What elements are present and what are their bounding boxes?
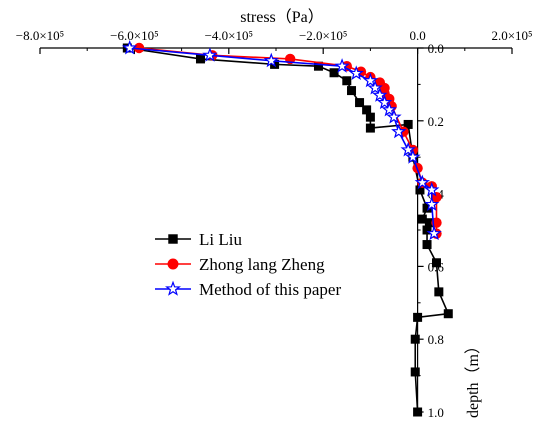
data-point	[313, 61, 323, 71]
series-square	[122, 43, 453, 417]
data-point	[422, 240, 432, 250]
x-tick-label: −4.0×10⁵	[205, 28, 253, 43]
x-axis-title: stress（Pa）	[240, 8, 324, 26]
y-tick-label: 0.8	[428, 332, 444, 347]
data-point	[422, 203, 432, 213]
legend-marker	[168, 234, 178, 244]
axes: −8.0×10⁵ −6.0×10⁵ −4.0×10⁵ −2.0×10⁵ 0.0 2.0×1…	[16, 8, 533, 420]
data-point	[391, 123, 407, 139]
series-star	[122, 39, 442, 241]
data-point	[426, 225, 442, 241]
data-point	[417, 214, 427, 224]
series-line	[139, 47, 438, 234]
data-point	[413, 407, 423, 417]
x-tick-label: 0.0	[409, 28, 425, 43]
legend-marker	[165, 280, 181, 296]
y-tick-label: 0.0	[428, 41, 444, 56]
data-point	[424, 181, 440, 197]
data-point	[362, 105, 372, 115]
data-point	[362, 72, 379, 88]
data-point	[422, 225, 432, 235]
legend-label: Zhong lang Zheng	[199, 255, 325, 274]
data-point	[342, 76, 352, 86]
data-point	[195, 54, 205, 64]
data-point	[443, 309, 453, 319]
series-line	[127, 47, 450, 413]
data-point	[133, 42, 145, 54]
data-point	[367, 79, 383, 95]
data-point	[386, 109, 402, 124]
data-point	[355, 98, 365, 108]
x-tick-label: 2.0×10⁵	[491, 28, 532, 43]
data-point	[348, 65, 364, 81]
data-point	[424, 218, 434, 228]
data-point	[410, 367, 420, 377]
data-point	[381, 101, 397, 117]
data-point	[263, 52, 279, 68]
series-layer	[122, 39, 453, 417]
data-point	[365, 112, 375, 122]
data-point	[334, 58, 350, 73]
y-axis-title: depth（m）	[464, 338, 482, 418]
data-point	[410, 334, 420, 344]
data-point	[431, 258, 441, 268]
legend-label: Li Liu	[199, 230, 242, 249]
legend-label: Method of this paper	[199, 280, 341, 299]
data-point	[414, 174, 430, 190]
data-point	[434, 287, 444, 297]
y-tick-label: 0.2	[428, 114, 444, 129]
data-point	[400, 141, 416, 157]
data-point	[347, 86, 357, 96]
data-point	[122, 39, 138, 55]
legend: Li Liu Zhong lang Zheng Method of this pap…	[155, 230, 341, 299]
data-point	[202, 47, 218, 62]
data-point	[405, 149, 421, 164]
y-tick-label: 1.0	[428, 405, 444, 420]
data-point	[413, 312, 423, 322]
data-point	[424, 196, 440, 212]
x-tick-label: −6.0×10⁵	[110, 28, 158, 43]
data-point	[415, 185, 425, 195]
series-line	[129, 47, 435, 234]
series-circle	[133, 42, 442, 239]
data-point	[376, 94, 393, 110]
data-point	[365, 123, 375, 133]
x-tick-label: −8.0×10⁵	[16, 28, 64, 43]
data-point	[403, 119, 413, 129]
legend-marker	[167, 258, 179, 270]
x-tick-label: −2.0×10⁵	[299, 28, 347, 43]
data-point	[372, 87, 388, 102]
data-point	[329, 68, 339, 78]
